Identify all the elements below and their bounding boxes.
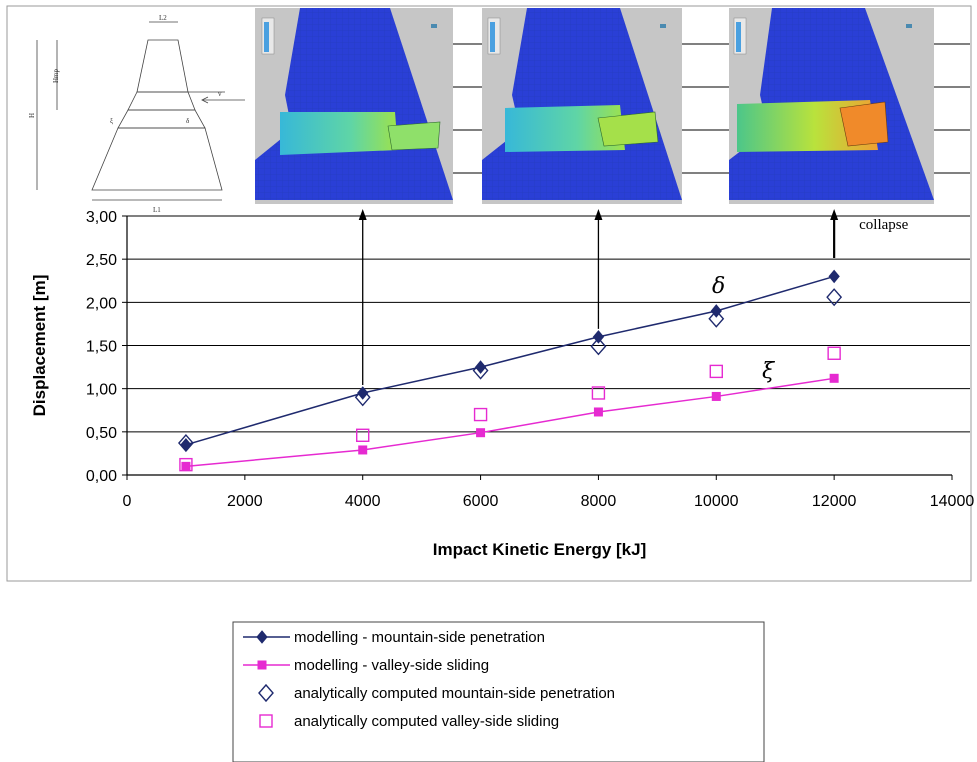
x-tick-label: 10000 <box>694 493 739 510</box>
data-point-series-2 <box>590 337 607 356</box>
series-lines <box>185 275 835 468</box>
arrow-head <box>594 209 603 220</box>
fem-snapshot-3 <box>729 8 934 204</box>
sketch-label-delta: δ <box>186 117 190 125</box>
data-point-series-3 <box>356 428 370 442</box>
data-point-series-0 <box>592 330 605 344</box>
data-point-series-2 <box>472 361 489 380</box>
data-point-series-1 <box>358 445 368 455</box>
arrow-head <box>358 209 367 220</box>
data-point-series-1 <box>476 428 486 438</box>
x-axis-label: Impact Kinetic Energy [kJ] <box>433 540 647 559</box>
legend-marker-2 <box>258 683 274 703</box>
legend-marker-0 <box>256 630 268 644</box>
sketch-label-xi: ξ <box>110 117 113 125</box>
series-line-1 <box>185 377 835 468</box>
data-point-series-3 <box>709 364 723 379</box>
grid-lines <box>127 43 970 433</box>
y-tick-label: 0,00 <box>86 468 117 485</box>
y-tick-label: 0,50 <box>86 425 117 442</box>
arrow-head <box>830 209 839 220</box>
series-markers <box>177 269 843 472</box>
y-axis-label: Displacement [m] <box>30 275 49 417</box>
data-point-series-0 <box>474 360 487 374</box>
legend-marker-3 <box>259 714 273 728</box>
data-point-series-3 <box>591 386 606 400</box>
sketch-label-bottom-width: L1 <box>153 206 161 214</box>
data-point-series-0 <box>357 386 369 400</box>
data-point-series-1 <box>829 373 839 383</box>
y-tick-label: 1,50 <box>86 339 117 356</box>
x-tick-label: 14000 <box>930 493 975 510</box>
x-tick-label: 12000 <box>812 493 857 510</box>
fem-snapshot-1 <box>255 8 453 204</box>
cross-section-sketch <box>36 21 245 201</box>
sketch-label-height: Hmp <box>52 69 60 84</box>
legend-label-0: modelling - mountain-side penetration <box>294 629 545 646</box>
fem-snapshot-2 <box>482 8 682 204</box>
x-tick-label: 6000 <box>463 493 499 510</box>
series-line-0 <box>185 275 835 446</box>
legend: modelling - mountain-side penetration mod… <box>243 629 615 730</box>
legend-box <box>232 621 765 762</box>
axes <box>122 215 953 480</box>
data-point-series-1 <box>711 391 721 401</box>
data-point-series-1 <box>593 407 603 417</box>
xi-annotation: ξ <box>762 359 776 384</box>
sketch-label-total-height: H <box>28 113 36 118</box>
x-tick-label: 2000 <box>227 493 263 510</box>
legend-label-2: analytically computed mountain-side pene… <box>294 685 615 702</box>
legend-label-3: analytically computed valley-side slidin… <box>294 713 559 730</box>
data-point-series-2 <box>826 288 843 307</box>
data-point-series-2 <box>708 309 725 328</box>
data-point-series-3 <box>179 457 193 472</box>
legend-label-1: modelling - valley-side sliding <box>294 657 489 674</box>
data-point-series-2 <box>177 433 194 453</box>
sketch-label-top-width: L2 <box>159 14 167 22</box>
x-tick-label: 8000 <box>581 493 617 510</box>
data-point-series-0 <box>828 269 840 284</box>
snapshot-arrows <box>358 209 839 385</box>
collapse-annotation: collapse <box>859 217 908 233</box>
data-point-series-1 <box>181 461 191 471</box>
data-point-series-3 <box>827 346 841 360</box>
data-point-series-3 <box>473 407 488 422</box>
legend-marker-1 <box>257 660 267 670</box>
x-tick-label: 4000 <box>345 493 381 510</box>
y-tick-label: 3,00 <box>86 209 117 226</box>
y-tick-label: 2,50 <box>86 252 117 269</box>
y-tick-label: 2,00 <box>86 295 117 312</box>
delta-annotation: δ <box>712 274 725 299</box>
sketch-label-velocity: v <box>218 90 222 98</box>
tick-labels: 0,00 0,50 1,00 1,50 2,00 2,50 3,00 0 2000 4000 600… <box>86 209 974 510</box>
data-point-series-2 <box>354 388 371 407</box>
y-tick-label: 1,00 <box>86 382 117 399</box>
x-tick-label: 0 <box>123 493 132 510</box>
